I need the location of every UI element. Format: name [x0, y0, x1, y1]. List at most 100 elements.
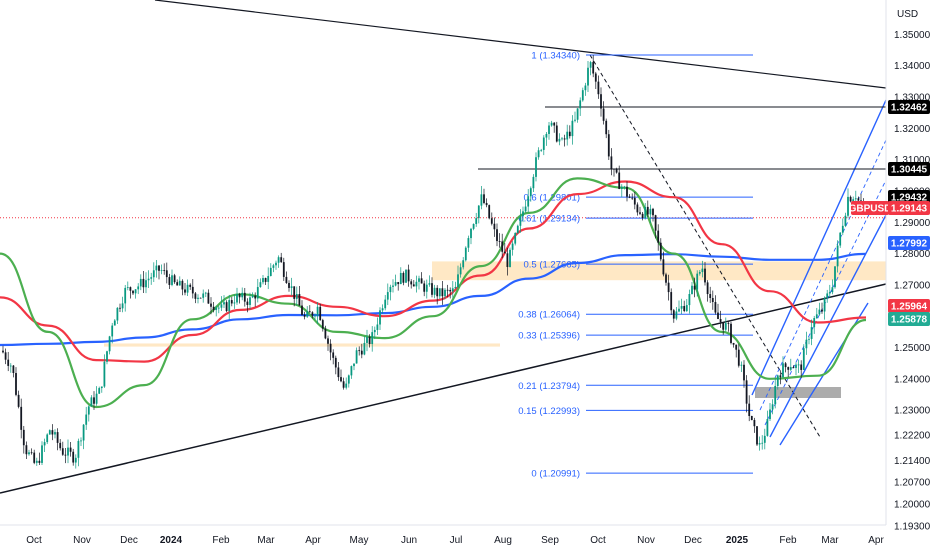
- candle-body: [470, 228, 472, 239]
- grey-zone: [755, 387, 841, 398]
- candle-body: [646, 206, 649, 215]
- candle-body: [7, 359, 10, 366]
- candle-body: [381, 308, 384, 311]
- candle-body: [584, 85, 587, 91]
- candle-body: [644, 206, 647, 219]
- candle-body: [259, 282, 262, 288]
- candle-body: [420, 278, 423, 284]
- candle-body: [503, 251, 506, 254]
- candle-body: [9, 365, 12, 367]
- candle-body: [59, 442, 62, 449]
- candle-body: [737, 349, 740, 366]
- candle-body: [719, 318, 722, 323]
- candle-body: [457, 274, 459, 287]
- fib-level-label: 1 (1.34340): [531, 51, 580, 62]
- price-tick-label: 1.32000: [894, 124, 931, 135]
- candle-body: [740, 364, 743, 366]
- candle-body: [771, 404, 774, 410]
- candle-body: [527, 196, 530, 207]
- candle-body: [90, 397, 93, 407]
- fib-level-label: 0.21 (1.23794): [518, 381, 580, 392]
- moving-average: [0, 180, 867, 363]
- candle-body: [566, 131, 569, 140]
- price-tick-label: 1.29000: [894, 218, 931, 229]
- time-tick-label: Nov: [637, 535, 655, 546]
- candle-body: [12, 365, 15, 374]
- candle-body: [392, 285, 394, 287]
- candle-body: [805, 339, 808, 349]
- candle-body: [345, 383, 348, 388]
- candle-body: [74, 457, 77, 463]
- candle-body: [267, 275, 270, 282]
- candle-body: [516, 225, 519, 234]
- candle-body: [813, 318, 816, 328]
- candle-body: [844, 215, 847, 226]
- candle-body: [100, 386, 103, 389]
- candle-body: [165, 270, 168, 278]
- candle-body: [113, 320, 116, 326]
- candle-body: [93, 397, 95, 404]
- candle-body: [215, 307, 218, 310]
- candle-body: [659, 242, 662, 260]
- candle-body: [680, 306, 683, 309]
- candle-body: [329, 343, 332, 353]
- candle-body: [711, 298, 714, 303]
- candle-body: [610, 156, 613, 169]
- fib-level-label: 0.5 (1.27665): [523, 260, 580, 271]
- candle-body: [763, 435, 766, 443]
- candle-body: [405, 269, 407, 283]
- candle-body: [678, 308, 680, 312]
- candle-body: [826, 293, 829, 299]
- candle-body: [41, 445, 43, 463]
- candle-body: [173, 275, 176, 283]
- candle-body: [475, 218, 478, 225]
- candle-body: [756, 426, 758, 445]
- candle-body: [311, 312, 314, 316]
- candle-body: [212, 306, 215, 310]
- candle-body: [587, 67, 589, 86]
- candle-body: [295, 294, 298, 299]
- ascending-trendline: [0, 283, 887, 494]
- candle-body: [423, 283, 426, 292]
- candle-body: [761, 442, 764, 444]
- candle-body: [623, 186, 626, 188]
- moving-average: [0, 177, 867, 409]
- candle-body: [550, 122, 553, 126]
- channel-upper: [751, 99, 887, 396]
- candle-body: [353, 363, 355, 367]
- fib-level-label: 0 (1.20991): [531, 469, 580, 480]
- candle-body: [600, 94, 602, 109]
- price-tag: [888, 190, 930, 204]
- candle-body: [485, 202, 488, 206]
- candle-body: [246, 301, 249, 305]
- candle-body: [808, 338, 810, 340]
- candle-body: [810, 327, 813, 339]
- candle-body: [293, 286, 296, 299]
- price-tag-label: GBPUSD: [849, 204, 892, 215]
- candle-body: [467, 238, 470, 248]
- candle-body: [529, 188, 532, 197]
- candle-body: [152, 270, 155, 278]
- candle-body: [425, 284, 428, 292]
- candle-body: [275, 262, 277, 266]
- time-tick-label: Apr: [305, 535, 321, 546]
- candle-body: [501, 241, 504, 252]
- candle-body: [342, 381, 345, 388]
- candle-body: [306, 311, 309, 317]
- candle-body: [691, 285, 693, 294]
- candle-body: [605, 120, 608, 135]
- candle-body: [750, 416, 753, 421]
- candle-body: [831, 287, 834, 293]
- candle-body: [386, 292, 389, 300]
- price-tick-label: 1.25000: [894, 343, 931, 354]
- candle-body: [753, 420, 756, 427]
- candle-body: [415, 281, 418, 287]
- candle-body: [28, 452, 30, 455]
- candle-body: [80, 440, 82, 442]
- candle-body: [649, 208, 652, 215]
- candle-body: [303, 314, 306, 317]
- candle-body: [243, 292, 246, 302]
- candle-body: [321, 320, 324, 329]
- candle-body: [298, 294, 301, 306]
